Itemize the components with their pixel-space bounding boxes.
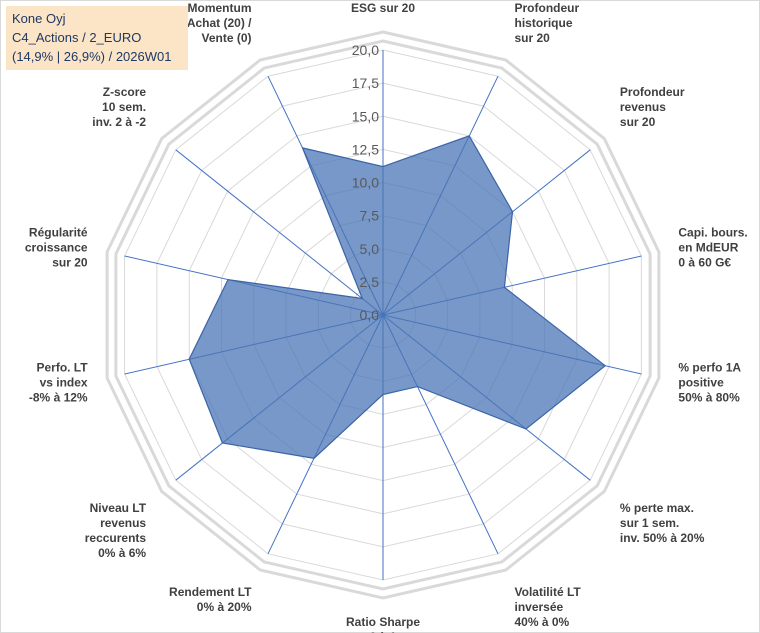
axis-label: Capi. bours. en MdEUR 0 à 60 G€: [678, 226, 747, 270]
axis-label-line: revenus: [100, 516, 146, 530]
axis-label-line: Momentum: [188, 1, 252, 15]
axis-spoke: [175, 149, 384, 316]
axis-label-line: revenus: [620, 100, 666, 114]
axis-label: Ratio Sharpe0 à 1: [346, 615, 420, 633]
axis-label-line: sur 20: [620, 115, 656, 129]
radial-tick-label: 12,5: [352, 141, 379, 157]
axis-label-line: inversée: [515, 600, 564, 614]
axis-label-line: Vente (0): [201, 31, 251, 45]
axis-label-line: Achat (20) /: [187, 16, 252, 30]
axis-label-line: Profondeur: [620, 85, 685, 99]
axis-label-line: ESG sur 20: [351, 1, 415, 15]
axis-label-line: Perfo. LT: [36, 360, 88, 374]
axis-label: % perte max. sur 1 sem. inv. 50% à 20%: [620, 501, 705, 545]
axis-label-line: Volatilité LT: [515, 585, 582, 599]
company-name: Kone Oyj: [12, 11, 66, 26]
outer-ring: [114, 39, 652, 591]
radial-tick-label: 15,0: [352, 108, 379, 124]
axis-label-line: sur 20: [515, 31, 551, 45]
radial-tick-label: 17,5: [352, 75, 379, 91]
axis-label-line: 40% à 0%: [515, 615, 570, 629]
axis-label: Profondeur historique sur 20: [515, 1, 580, 45]
axis-label-line: en MdEUR: [678, 241, 738, 255]
axis-label-line: historique: [515, 16, 573, 30]
axis-label-line: 10 sem.: [102, 100, 146, 114]
axis-label: NoteESG sur 20: [351, 0, 415, 15]
info-box: Kone Oyj C4_Actions / 2_EURO (14,9% | 26…: [6, 6, 188, 70]
radial-tick-label: 20,0: [352, 42, 379, 58]
axis-label-line: inv. 50% à 20%: [620, 531, 705, 545]
score-period-label: (14,9% | 26,9%) / 2026W01: [12, 49, 172, 64]
axis-label-line: 0 à 1: [370, 630, 397, 633]
axis-label-line: croissance: [25, 241, 88, 255]
axis-label-line: vs index: [40, 375, 88, 389]
axis-label-line: inv. 2 à -2: [92, 115, 146, 129]
axis-label: % perfo 1A positive 50% à 80%: [678, 360, 741, 404]
axis-label-line: Ratio Sharpe: [346, 615, 420, 629]
radial-tick-label: 2,5: [360, 274, 380, 290]
axis-label-line: % perfo 1A: [678, 360, 741, 374]
axis-label-line: Z-score: [103, 85, 147, 99]
axis-label-line: 0 à 60 G€: [678, 256, 731, 270]
axis-label: Rendement LT 0% à 20%: [169, 585, 252, 614]
axis-label-line: sur 20: [52, 256, 88, 270]
axis-label-line: Rendement LT: [169, 585, 252, 599]
axis-label-line: positive: [678, 375, 724, 389]
axis-label: Profondeur revenus sur 20: [620, 85, 685, 129]
series-area: [188, 135, 607, 459]
axis-label-line: -8% à 12%: [29, 390, 88, 404]
outer-ring: [105, 30, 661, 600]
radial-tick-label: 5,0: [360, 241, 380, 257]
radial-tick-label: 7,5: [360, 208, 380, 224]
axis-label-line: Profondeur: [515, 1, 580, 15]
axis-label-line: % perte max.: [620, 501, 694, 515]
axis-label-line: Niveau LT: [90, 501, 147, 515]
axis-label: Momentum Achat (20) / Vente (0): [187, 1, 252, 45]
axis-label: Z-score 10 sem. inv. 2 à -2: [92, 85, 146, 129]
axis-label-line: 0% à 20%: [197, 600, 252, 614]
axis-label: Régularité croissance sur 20: [25, 226, 88, 270]
axis-label-line: 0% à 6%: [98, 546, 146, 560]
axis-label: Volatilité LT inversée 40% à 0%: [515, 585, 582, 629]
axis-label-line: 50% à 80%: [678, 390, 740, 404]
tick-layer: 0,0 2,5 5,0 7,5 10,0 12,5 15,0 17,5 20,0: [352, 42, 379, 323]
axis-label-line: Régularité: [29, 226, 88, 240]
axis-label-line: reccurents: [85, 531, 147, 545]
axis-label-line: Capi. bours.: [678, 226, 747, 240]
axis-label-line: sur 1 sem.: [620, 516, 679, 530]
radial-tick-label: 0,0: [360, 307, 380, 323]
category-label: C4_Actions / 2_EURO: [12, 30, 142, 45]
axis-label: Perfo. LT vs index -8% à 12%: [29, 360, 88, 404]
axis-label: Niveau LT revenus reccurents 0% à 6%: [85, 501, 147, 560]
data-layer: [188, 135, 607, 459]
radial-tick-label: 10,0: [352, 175, 379, 191]
